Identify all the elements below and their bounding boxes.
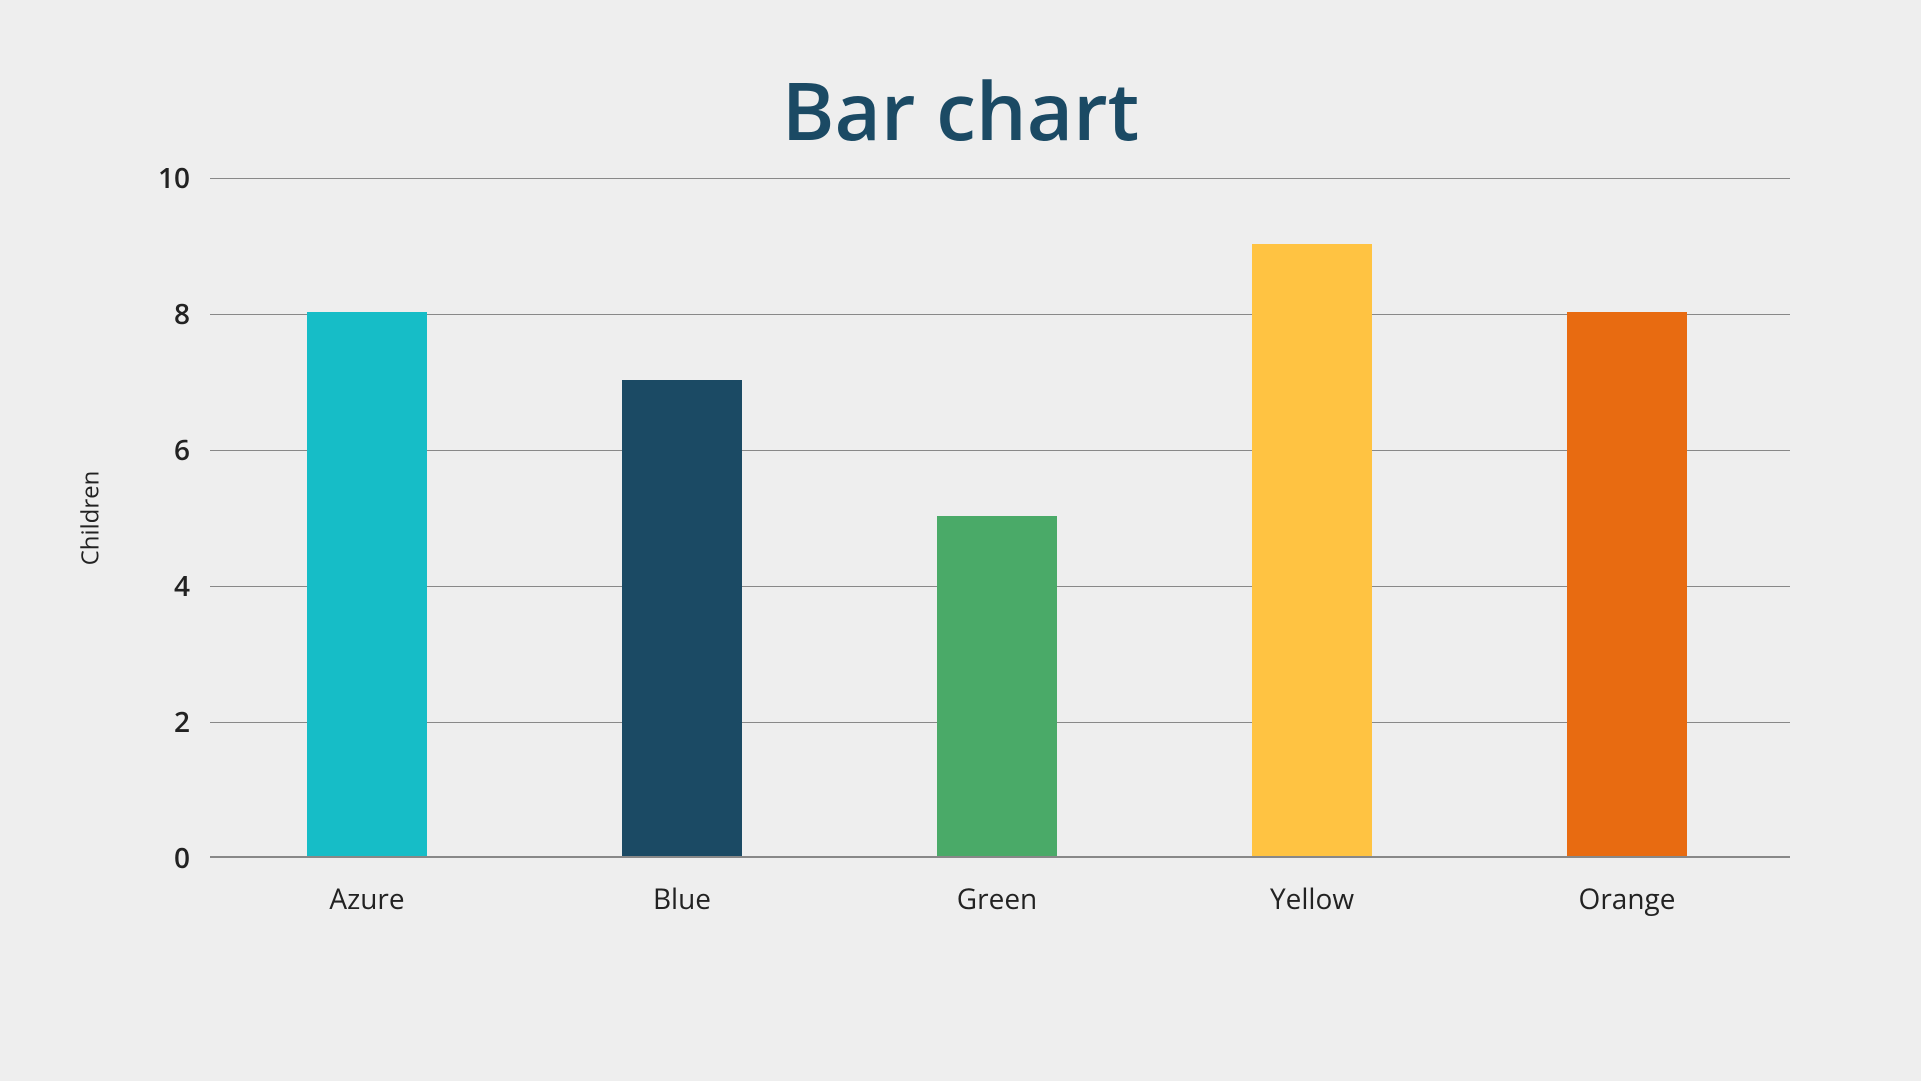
y-tick-label: 2 <box>130 703 190 741</box>
bar <box>622 380 742 856</box>
x-tick-label: Azure <box>329 880 404 918</box>
grid-line <box>210 314 1790 315</box>
y-tick-label: 4 <box>130 567 190 605</box>
y-tick-label: 6 <box>130 431 190 469</box>
bar <box>1252 244 1372 856</box>
bar <box>937 516 1057 856</box>
grid-line <box>210 450 1790 451</box>
bar <box>1567 312 1687 856</box>
grid-line <box>210 178 1790 179</box>
y-tick-label: 0 <box>130 839 190 877</box>
y-axis-label: Children <box>74 471 107 566</box>
y-tick-label: 8 <box>130 295 190 333</box>
x-tick-label: Orange <box>1579 880 1676 918</box>
x-tick-label: Blue <box>653 880 711 918</box>
bar <box>307 312 427 856</box>
y-tick-label: 10 <box>130 159 190 197</box>
chart-title: Bar chart <box>0 55 1921 164</box>
x-tick-label: Yellow <box>1270 880 1354 918</box>
x-tick-label: Green <box>957 880 1037 918</box>
plot-area <box>210 178 1790 858</box>
